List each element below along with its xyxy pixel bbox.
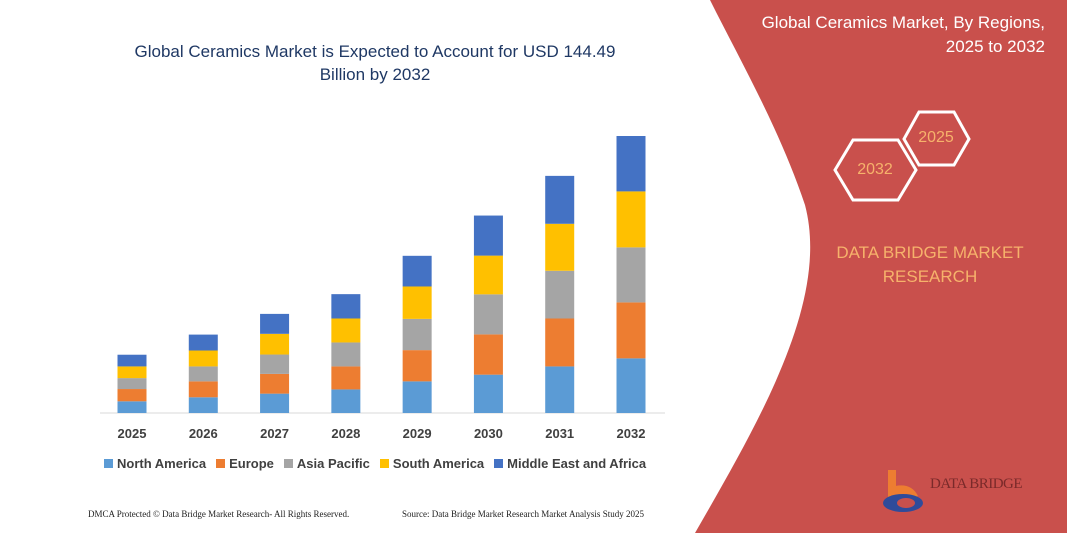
bar-segment-2032-asia-pacific [616, 247, 646, 303]
legend-item: Middle East and Africa [494, 456, 646, 471]
bar-segment-2025-south-america [117, 366, 147, 379]
hex-label-2032: 2032 [857, 161, 893, 178]
bar-segment-2032-europe [616, 302, 646, 359]
bar-segment-2030-asia-pacific [473, 294, 503, 335]
x-tick-label: 2032 [616, 426, 646, 441]
legend-label: Europe [229, 456, 274, 471]
logo-text: DATA BRIDGE [930, 476, 1023, 492]
side-title-line1: Global Ceramics Market, By Regions, [761, 13, 1045, 32]
side-title-line2: 2025 to 2032 [945, 37, 1045, 56]
bar-segment-2027-north-america [260, 393, 290, 413]
bar-segment-2030-south-america [473, 255, 503, 295]
x-tick-label: 2025 [117, 426, 147, 441]
legend-label: Asia Pacific [296, 456, 370, 471]
bar-segment-2027-europe [260, 373, 290, 394]
bar-segment-2028-south-america [331, 318, 361, 343]
bar-segment-2029-middle-east-and-africa [402, 255, 432, 287]
legend-item: South America [379, 456, 485, 471]
legend-swatch [216, 459, 226, 468]
legend: North America Europe Asia Pacific South Ame… [104, 456, 646, 471]
copyright-text: DMCA Protected © Data Bridge Market Rese… [88, 509, 350, 519]
logo-icon [883, 470, 923, 512]
brand-name: DATA BRIDGE MARKET RESEARCH [800, 241, 1060, 289]
bar-segment-2029-asia-pacific [402, 318, 432, 351]
source-text: Source: Data Bridge Market Research Mark… [402, 509, 644, 519]
hex-label-2025: 2025 [918, 129, 954, 146]
chart-title-line2: Billion by 2032 [319, 65, 431, 84]
bar-segment-2028-middle-east-and-africa [331, 294, 361, 319]
legend-label: South America [392, 456, 485, 471]
chart-title-line1: Global Ceramics Market is Expected to Ac… [134, 42, 616, 61]
hexagon-2025 [902, 110, 971, 167]
bar-segment-2025-europe [117, 389, 147, 402]
bar-segment-2027-south-america [260, 333, 290, 355]
brand-line2: RESEARCH [882, 267, 978, 286]
legend-swatch [379, 459, 389, 468]
x-tick-label: 2030 [473, 426, 503, 441]
legend-label: Middle East and Africa [507, 456, 647, 471]
bar-segment-2028-asia-pacific [331, 342, 361, 367]
chart-title: Global Ceramics Market is Expected to Ac… [90, 40, 660, 86]
bar-segment-2025-asia-pacific [117, 378, 147, 390]
bar-segment-2032-north-america [616, 358, 646, 413]
hexagon-2032 [833, 138, 918, 202]
bar-segment-2031-middle-east-and-africa [545, 175, 575, 224]
bar-segment-2027-middle-east-and-africa [260, 313, 290, 334]
x-tick-label: 2028 [331, 426, 361, 441]
bar-segment-2029-north-america [402, 381, 432, 413]
legend-item: Asia Pacific [283, 456, 370, 471]
bar-segment-2030-north-america [473, 374, 503, 413]
bar-segment-2030-europe [473, 334, 503, 375]
bar-segment-2031-asia-pacific [545, 270, 575, 319]
bar-segment-2031-south-america [545, 223, 575, 271]
bar-segment-2025-middle-east-and-africa [117, 354, 147, 367]
bar-segment-2026-europe [188, 381, 218, 398]
legend-label: North America [117, 456, 207, 471]
x-tick-label: 2026 [188, 426, 218, 441]
bar-segment-2032-middle-east-and-africa [616, 136, 646, 192]
legend-swatch [494, 459, 504, 468]
bar-segment-2030-middle-east-and-africa [473, 215, 503, 256]
bar-segment-2026-north-america [188, 397, 218, 413]
side-panel [695, 0, 1067, 533]
side-title: Global Ceramics Market, By Regions, 2025… [685, 11, 1045, 59]
legend-swatch [283, 459, 293, 468]
bar-segment-2028-north-america [331, 389, 361, 413]
x-tick-label: 2031 [545, 426, 575, 441]
bar-segment-2026-south-america [188, 350, 218, 367]
legend-item: Europe [216, 456, 274, 471]
bar-segment-2029-europe [402, 350, 432, 382]
bar-segment-2025-north-america [117, 401, 147, 413]
bar-segment-2032-south-america [616, 191, 646, 248]
bar-segment-2029-south-america [402, 286, 432, 319]
bar-segment-2026-asia-pacific [188, 366, 218, 382]
legend-swatch [104, 459, 113, 468]
bar-segment-2026-middle-east-and-africa [188, 334, 218, 351]
bar-segment-2028-europe [331, 366, 361, 390]
x-tick-label: 2027 [260, 426, 290, 441]
bars-group [117, 136, 646, 413]
bar-segment-2031-europe [545, 318, 575, 367]
brand-line1: DATA BRIDGE MARKET [836, 243, 1024, 262]
legend-item: North America [104, 456, 206, 471]
bar-segment-2027-asia-pacific [260, 354, 290, 374]
bar-segment-2031-north-america [545, 366, 575, 413]
x-tick-label: 2029 [402, 426, 432, 441]
